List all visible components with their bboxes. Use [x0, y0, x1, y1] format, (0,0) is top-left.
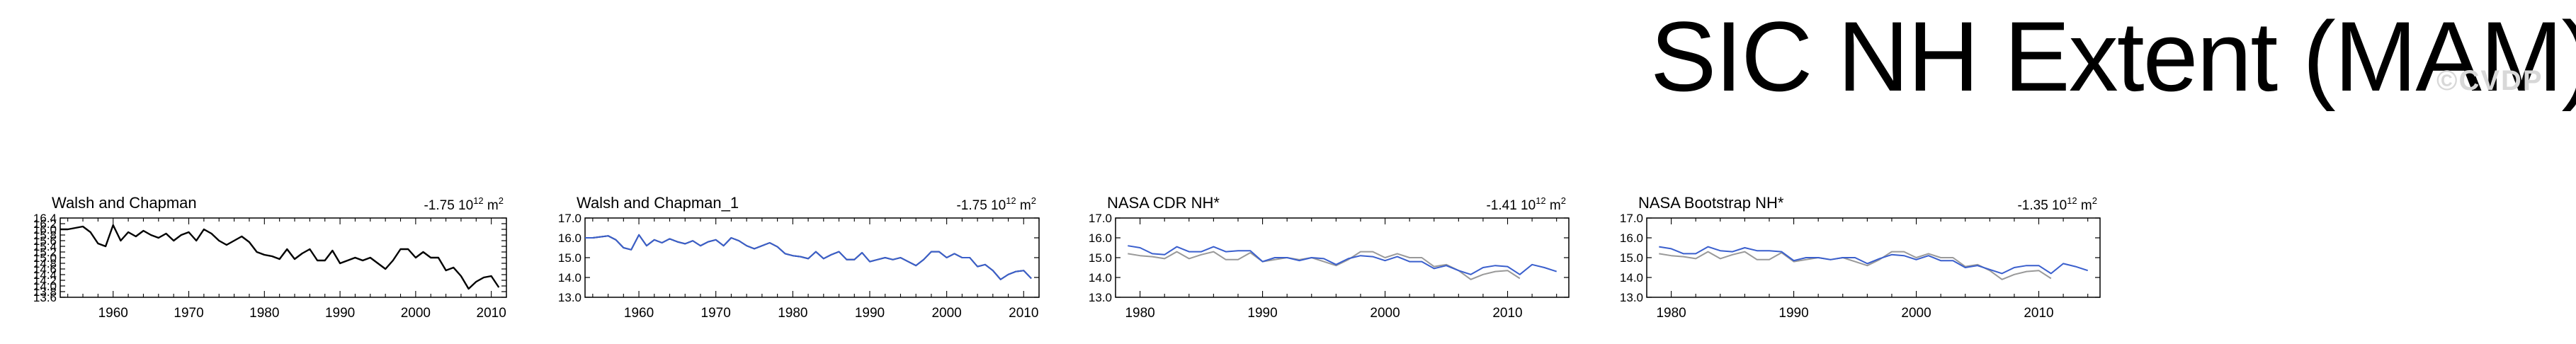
x-tick-label: 1990	[855, 306, 885, 321]
y-tick-label: 14.0	[1620, 271, 1643, 285]
page-title: SIC NH Extent (MAM)	[1650, 1, 2576, 112]
panel-title: NASA CDR NH*	[1107, 194, 1220, 212]
trend-label: -1.41 1012 m2	[1486, 195, 1566, 213]
plot-frame	[1115, 217, 1570, 298]
y-tick-label: 14.0	[33, 280, 57, 293]
x-tick-label: 2010	[1009, 306, 1038, 321]
y-tick-label: 16.0	[558, 231, 581, 245]
x-tick-label: 1990	[1778, 306, 1808, 321]
trend-value: -1.41 10	[1486, 198, 1536, 213]
x-tick-label: 2010	[2024, 306, 2053, 321]
y-tick-label: 16.0	[33, 223, 57, 236]
trend-exponent: 12	[473, 195, 483, 206]
y-tick-label: 15.0	[33, 251, 57, 265]
trend-unit: m	[484, 198, 499, 213]
y-tick-label: 15.0	[558, 251, 581, 265]
watermark-logo: ©CVDP	[2436, 65, 2543, 96]
chart-panel-2: 13.0 14.0 15.0 16.0 17.0 1960 1970 1980 1990 2000…	[558, 194, 1040, 321]
trend-value: -1.75 10	[424, 198, 473, 213]
y-tick-label: 14.2	[33, 274, 57, 287]
trend-unit-exponent: 2	[1561, 195, 1566, 206]
trend-exponent: 12	[1006, 195, 1016, 206]
y-tick-label: 14.6	[33, 263, 57, 276]
y-tick-label: 17.0	[558, 212, 581, 225]
x-tick-label: 2000	[1370, 306, 1400, 321]
trend-label: -1.35 1012 m2	[2017, 195, 2097, 213]
x-tick-label: 1960	[98, 306, 128, 321]
trend-value: -1.35 10	[2017, 198, 2067, 213]
y-tick-label: 14.0	[1089, 271, 1112, 285]
y-tick-label: 15.6	[33, 234, 57, 248]
x-tick-label: 1980	[778, 306, 807, 321]
x-tick-label: 2000	[1901, 306, 1931, 321]
trend-exponent: 12	[2067, 195, 2077, 206]
x-tick-label: 2010	[477, 306, 506, 321]
panel-title: Walsh and Chapman_1	[577, 194, 739, 212]
chart-panel-4: 13.0 14.0 15.0 16.0 17.0 1980 1990 2000 2010 NASA…	[1620, 194, 2101, 321]
plot-frame	[584, 217, 1040, 298]
series-line-2	[1659, 246, 2089, 275]
trend-label: -1.75 1012 m2	[956, 195, 1036, 213]
y-tick-label: 15.0	[1620, 251, 1643, 265]
x-tick-label: 1980	[1125, 306, 1154, 321]
y-tick-label: 15.0	[1089, 251, 1112, 265]
y-tick-label: 16.2	[33, 217, 57, 231]
y-tick-label: 17.0	[1089, 212, 1112, 225]
trend-unit-exponent: 2	[1031, 195, 1036, 206]
trend-unit-exponent: 2	[2092, 195, 2097, 206]
series-line-2	[585, 234, 1032, 280]
chart-panel-1: 13.613.814.014.214.414.614.815.015.215.4…	[33, 194, 507, 321]
y-tick-label: 13.8	[33, 285, 57, 299]
y-tick-label: 13.0	[1620, 291, 1643, 304]
panel-title: NASA Bootstrap NH*	[1638, 194, 1784, 212]
y-tick-label: 16.4	[33, 212, 57, 225]
y-tick-label: 15.8	[33, 229, 57, 242]
y-tick-label: 15.2	[33, 246, 57, 259]
x-tick-label: 1970	[174, 306, 203, 321]
plot-frame	[59, 217, 507, 298]
series-line-1	[60, 224, 500, 290]
trend-unit: m	[1016, 198, 1031, 213]
series-line-2	[1128, 245, 1557, 275]
plot-frame	[1646, 217, 2101, 298]
y-tick-label: 16.0	[1620, 231, 1643, 245]
trend-unit: m	[1546, 198, 1561, 213]
series-line-1	[1128, 251, 1521, 280]
series-line-1	[1659, 251, 2052, 280]
x-tick-label: 1990	[325, 306, 355, 321]
trend-unit: m	[2077, 198, 2092, 213]
x-tick-label: 2010	[1492, 306, 1522, 321]
x-tick-label: 1970	[701, 306, 731, 321]
y-tick-label: 14.8	[33, 257, 57, 270]
x-tick-label: 1990	[1247, 306, 1277, 321]
chart-panel-3: 13.0 14.0 15.0 16.0 17.0 1980 1990 2000 2010 NASA…	[1089, 194, 1570, 321]
y-tick-label: 15.4	[33, 240, 57, 253]
y-tick-label: 14.0	[558, 271, 581, 285]
y-tick-label: 17.0	[1620, 212, 1643, 225]
y-tick-label: 16.0	[1089, 231, 1112, 245]
x-tick-label: 1980	[249, 306, 279, 321]
trend-value: -1.75 10	[956, 198, 1006, 213]
x-tick-label: 2000	[931, 306, 961, 321]
trend-exponent: 12	[1536, 195, 1545, 206]
y-tick-label: 13.6	[33, 291, 57, 304]
panel-title: Walsh and Chapman	[52, 194, 197, 212]
x-tick-label: 1960	[624, 306, 654, 321]
y-tick-label: 13.0	[558, 291, 581, 304]
x-tick-label: 1980	[1656, 306, 1686, 321]
y-tick-label: 13.0	[1089, 291, 1112, 304]
x-tick-label: 2000	[401, 306, 431, 321]
y-tick-label: 14.4	[33, 268, 57, 282]
trend-label: -1.75 1012 m2	[424, 195, 504, 213]
trend-unit-exponent: 2	[499, 195, 504, 206]
